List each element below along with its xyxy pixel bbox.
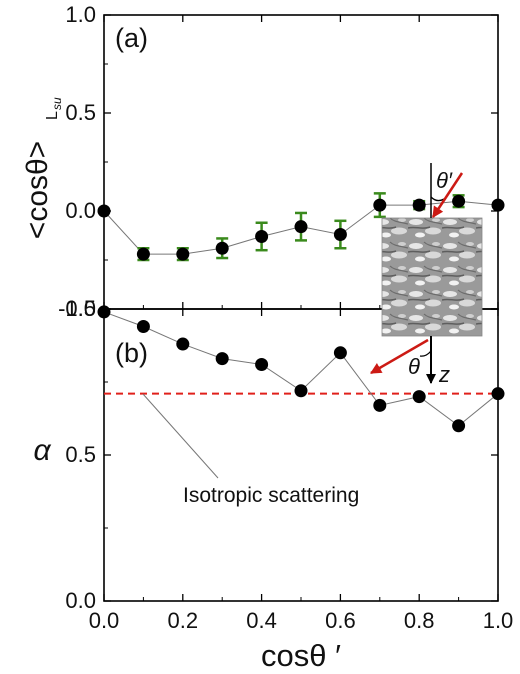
angle-label-bottom: θ <box>408 354 420 379</box>
panel-a-points <box>97 194 505 261</box>
data-point <box>452 419 466 433</box>
panel-a-y-axis-title: <cosθ> L su <box>21 97 64 239</box>
y-tick-label: -0.5 <box>58 296 96 321</box>
isotropic-leader-line <box>142 393 219 479</box>
data-point <box>176 247 190 261</box>
angle-arc-top <box>430 196 445 202</box>
x-tick-label: 0.6 <box>325 608 356 633</box>
panel-b-tag: (b) <box>115 338 148 368</box>
data-point <box>136 320 150 334</box>
data-point <box>333 346 347 360</box>
panel-a-ylabel-subsub: su <box>50 97 64 110</box>
panel-b: 0.0 0.5 1.0 0.0 0.2 0.4 0.6 0.8 1.0 (b) α Isotr… <box>33 296 513 673</box>
data-point <box>97 305 111 319</box>
data-point <box>491 387 505 401</box>
panel-b-points <box>97 305 505 433</box>
data-point <box>176 337 190 351</box>
data-point <box>255 229 269 243</box>
isotropic-label: Isotropic scattering <box>183 484 359 507</box>
x-axis-title: cosθ ′ <box>261 638 341 673</box>
data-point <box>215 241 229 255</box>
x-tick-label: 0.0 <box>89 608 120 633</box>
x-tick-label: 0.4 <box>246 608 277 633</box>
data-point <box>373 198 387 212</box>
y-tick-label: 0.0 <box>65 198 96 223</box>
panel-a-ylabel-sub: L <box>44 111 61 120</box>
data-point <box>491 198 505 212</box>
panel-a-ylabel: <cosθ> <box>21 141 54 239</box>
y-tick-label: 1.0 <box>65 296 96 321</box>
data-point <box>215 352 229 366</box>
data-point <box>255 357 269 371</box>
panel-b-ylabel: α <box>33 434 51 467</box>
data-point <box>412 390 426 404</box>
panel-a-y-ticks: -0.5 0.0 0.5 1.0 <box>58 2 498 321</box>
panel-a-tag: (a) <box>115 23 148 53</box>
data-point <box>294 220 308 234</box>
data-point <box>373 398 387 412</box>
incident-ray-arrow <box>431 172 464 218</box>
data-point <box>412 198 426 212</box>
x-tick-label: 0.2 <box>168 608 199 633</box>
panel-b-x-ticks: 0.0 0.2 0.4 0.6 0.8 1.0 <box>89 309 514 633</box>
scattered-ray-arrow <box>370 338 429 375</box>
y-tick-label: 0.5 <box>65 100 96 125</box>
porous-structure-inset: θ′ θ z <box>370 163 483 387</box>
panel-b-frame <box>103 308 499 602</box>
data-point <box>136 247 150 261</box>
data-point <box>452 194 466 208</box>
z-axis-label: z <box>438 362 450 387</box>
y-tick-label: 0.0 <box>65 588 96 613</box>
angle-arc-bottom <box>419 350 432 357</box>
y-tick-label: 1.0 <box>65 2 96 27</box>
data-point <box>294 384 308 398</box>
angle-label-top: θ′ <box>436 168 453 193</box>
y-tick-label: 0.5 <box>65 442 96 467</box>
panel-a: -0.5 0.0 0.5 1.0 (a) <cosθ> L su <box>21 2 505 321</box>
x-tick-label: 0.8 <box>404 608 435 633</box>
data-point <box>97 204 111 218</box>
porous-structure-image <box>381 217 483 337</box>
x-tick-label: 1.0 <box>483 608 514 633</box>
data-point <box>333 228 347 242</box>
